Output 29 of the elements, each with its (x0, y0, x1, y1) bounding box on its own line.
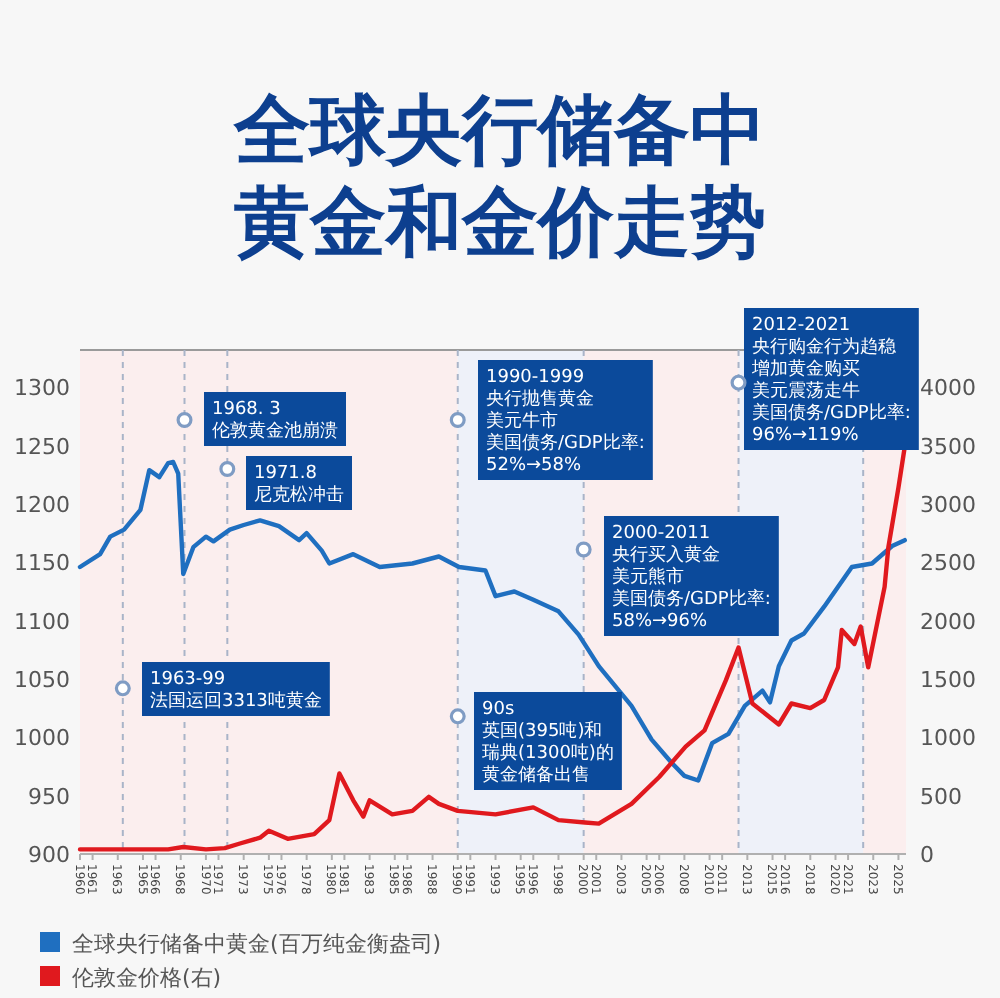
y2-tick-label: 3500 (920, 433, 976, 460)
y2-tick-label: 2500 (920, 550, 976, 577)
annotation: 2012-2021 央行购金行为趋稳增加黄金购买美元震荡走牛美国债务/GDP比率: 96%→119% (750, 316, 911, 446)
y-tick-label: 950 (28, 783, 70, 810)
y2-tick-label: 4000 (920, 375, 976, 402)
legend-label: 伦敦金价格(右) (72, 965, 222, 991)
line-series (77, 459, 907, 783)
annotation: 90s 英国(395吨)和瑞典(1300吨)的黄金储备出售 (482, 700, 614, 786)
y-tick-label: 1050 (14, 667, 70, 693)
legend-label: 全球央行储备中黄金(百万纯金衡盎司) (72, 931, 442, 957)
y2-tick-label: 1000 (920, 725, 976, 752)
y2-tick-label: 3000 (920, 492, 976, 518)
annotation: 1963-99 法国运回3313吨黄金 (150, 670, 322, 712)
y-tick-label: 1100 (14, 608, 70, 635)
y2-tick-label: 500 (920, 783, 962, 810)
y2-tick-label: 2000 (920, 608, 976, 635)
annotation: 1968. 3 伦敦黄金池崩溃 (212, 400, 338, 442)
y2-tick-label: 1500 (920, 667, 976, 693)
annotation: 2000-2011 央行买入黄金美元熊市美国债务/GDP比率: 58%→96% (612, 524, 771, 632)
y-tick-label: 1250 (14, 433, 70, 460)
y-tick-label: 1000 (14, 725, 70, 752)
chart-title: 全球央行储备中黄金和金价走势 (232, 86, 766, 266)
annotation: 1971.8 尼克松冲击 (254, 464, 344, 506)
y-tick-label: 1150 (14, 550, 70, 577)
y-tick-label: 900 (28, 842, 70, 868)
y2-tick-label: 0 (920, 842, 934, 868)
annotation: 1990-1999 央行抛售黄金美元牛市美国债务/GDP比率: 52%→58% (486, 368, 645, 476)
y-tick-label: 1300 (14, 375, 70, 402)
y-tick-label: 1200 (14, 492, 70, 518)
